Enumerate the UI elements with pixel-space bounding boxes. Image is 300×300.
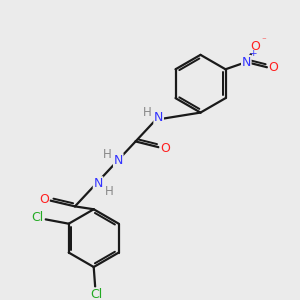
Text: Cl: Cl: [32, 212, 44, 224]
Text: N: N: [114, 154, 123, 167]
Text: ⁻: ⁻: [261, 37, 266, 46]
Text: O: O: [39, 193, 49, 206]
Text: H: H: [143, 106, 152, 119]
Text: +: +: [249, 49, 256, 58]
Text: Cl: Cl: [91, 288, 103, 300]
Text: N: N: [154, 111, 163, 124]
Text: H: H: [105, 185, 113, 199]
Text: H: H: [103, 148, 112, 161]
Text: N: N: [242, 56, 251, 69]
Text: O: O: [250, 40, 260, 53]
Text: N: N: [93, 177, 103, 190]
Text: O: O: [160, 142, 170, 155]
Text: O: O: [268, 61, 278, 74]
